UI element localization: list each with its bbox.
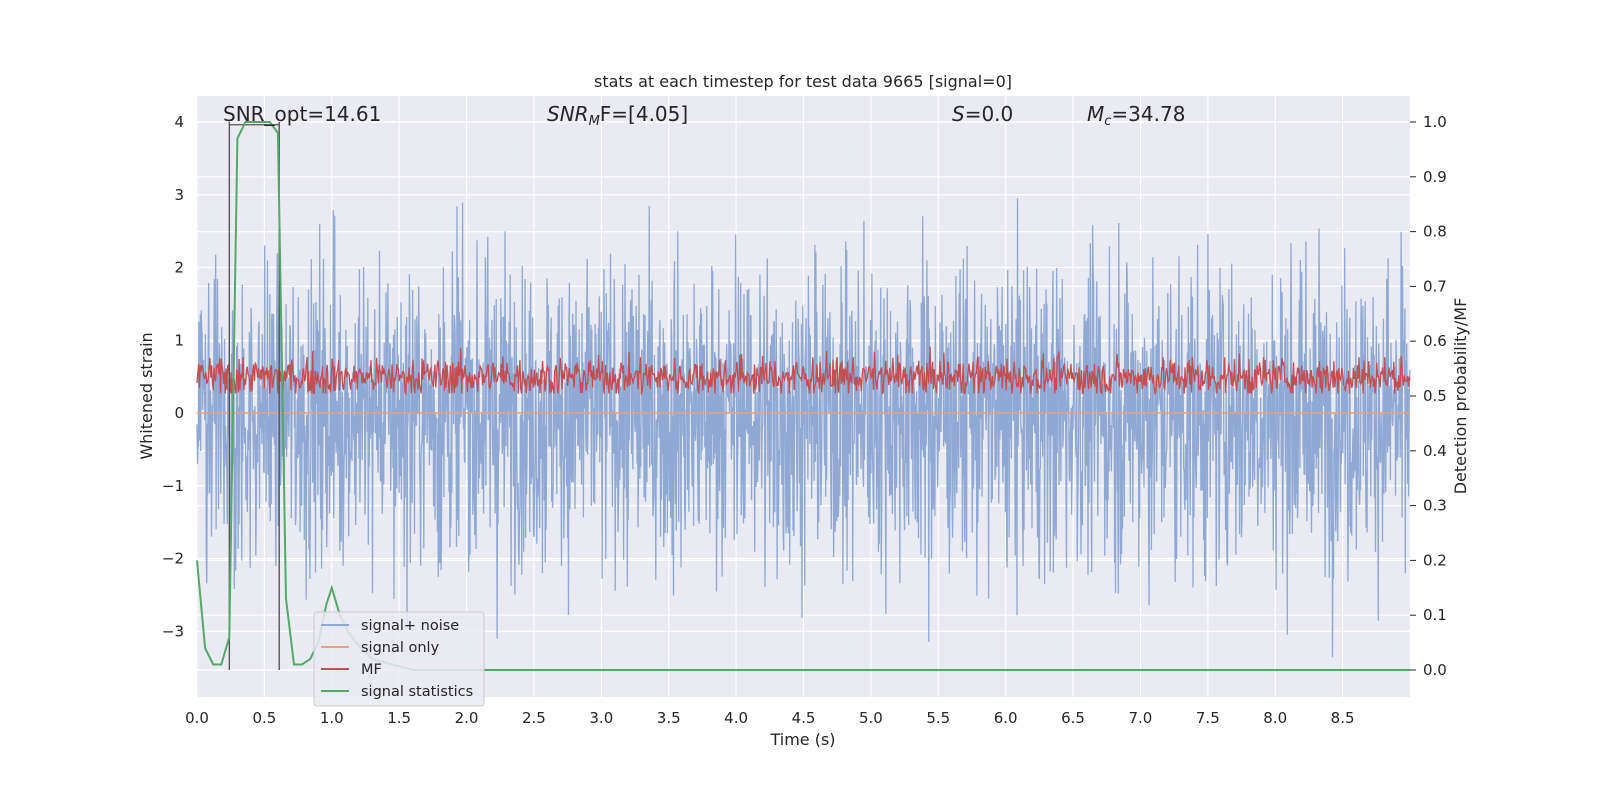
x-tick-label: 2.0 [455, 709, 479, 727]
x-tick-label: 8.5 [1331, 709, 1355, 727]
y-axis-right-ticks: 1.0 0.9 0.8 0.7 0.6 0.5 0.4 0.3 0.2 0.1 0.0 [1410, 113, 1447, 679]
series-signal-noise [196, 198, 1411, 658]
x-tick-label: 5.5 [926, 709, 950, 727]
x-tick-label: 6.0 [994, 709, 1018, 727]
annotation-snr-opt: SNR_opt=14.61 [223, 102, 381, 126]
y-right-tick-label: 0.1 [1423, 606, 1447, 624]
x-tick-label: 2.5 [522, 709, 546, 727]
x-tick-label: 5.0 [859, 709, 883, 727]
mc-sub: c [1104, 114, 1111, 129]
y-axis-left-ticks: 4 3 2 1 0 −1 −2 −3 [162, 113, 184, 640]
snr-mf-suffix: F=[4.05] [600, 102, 688, 126]
y-right-tick-label: 1.0 [1423, 113, 1447, 131]
y-axis-right-label: Detection probability/MF [1451, 298, 1470, 495]
y-right-tick-label: 0.8 [1423, 223, 1447, 241]
x-tick-label: 4.5 [792, 709, 816, 727]
y-right-tick-label: 0.5 [1423, 387, 1447, 405]
y-right-tick-label: 0.3 [1423, 497, 1447, 515]
x-axis-ticks: 0.0 0.5 1.0 1.5 2.0 2.5 3.0 3.5 4.0 4.5 5.0 5.5 6.0 6… [185, 709, 1354, 727]
mc-val: =34.78 [1111, 102, 1185, 126]
x-tick-label: 6.5 [1061, 709, 1085, 727]
s-val: =0.0 [965, 102, 1014, 126]
y-right-tick-label: 0.9 [1423, 168, 1447, 186]
y-left-tick-label: 4 [174, 113, 184, 131]
legend-label-mf: MF [361, 662, 382, 678]
series-mf [196, 346, 1411, 396]
x-tick-label: 8.0 [1263, 709, 1287, 727]
x-tick-label: 1.0 [320, 709, 344, 727]
s-var: S [952, 102, 965, 126]
y-axis-left-label: Whitened strain [137, 332, 156, 459]
chart-title: stats at each timestep for test data 966… [594, 72, 1012, 91]
y-right-tick-label: 0.7 [1423, 277, 1447, 295]
y-left-tick-label: −1 [162, 477, 184, 495]
y-left-tick-label: 2 [174, 259, 184, 277]
line-mf [196, 346, 1411, 396]
y-right-tick-label: 0.4 [1423, 442, 1447, 460]
x-tick-label: 3.0 [589, 709, 613, 727]
annotation-mc: Mc=34.78 [1087, 102, 1185, 129]
legend: signal+ noise signal only MF signal stat… [313, 611, 485, 707]
x-tick-label: 3.5 [657, 709, 681, 727]
y-right-tick-label: 0.0 [1423, 661, 1447, 679]
legend-label-signal-noise: signal+ noise [361, 618, 459, 634]
y-right-tick-label: 0.6 [1423, 332, 1447, 350]
y-left-tick-label: −2 [162, 550, 184, 568]
snr-mf-prefix: SNR [547, 102, 589, 126]
legend-box [313, 611, 485, 707]
legend-label-signal-only: signal only [361, 640, 440, 656]
y-right-tick-label: 0.2 [1423, 551, 1447, 569]
y-left-tick-label: −3 [162, 622, 184, 640]
legend-label-signal-statistics: signal statistics [361, 684, 473, 700]
y-left-tick-label: 0 [174, 404, 184, 422]
y-left-tick-label: 1 [174, 331, 184, 349]
x-tick-label: 7.0 [1129, 709, 1153, 727]
y-left-tick-label: 3 [174, 186, 184, 204]
x-tick-label: 7.5 [1196, 709, 1220, 727]
snr-mf-sub: M [589, 114, 600, 129]
x-tick-label: 1.5 [387, 709, 411, 727]
x-tick-label: 0.0 [185, 709, 209, 727]
x-tick-label: 0.5 [252, 709, 276, 727]
annotation-s: S=0.0 [952, 102, 1013, 126]
x-axis-label: Time (s) [769, 730, 835, 749]
line-signal-noise [196, 198, 1411, 658]
x-tick-label: 4.0 [724, 709, 748, 727]
annotation-snr-mf: SNRMF=[4.05] [547, 102, 688, 129]
mc-var: M [1087, 102, 1104, 126]
